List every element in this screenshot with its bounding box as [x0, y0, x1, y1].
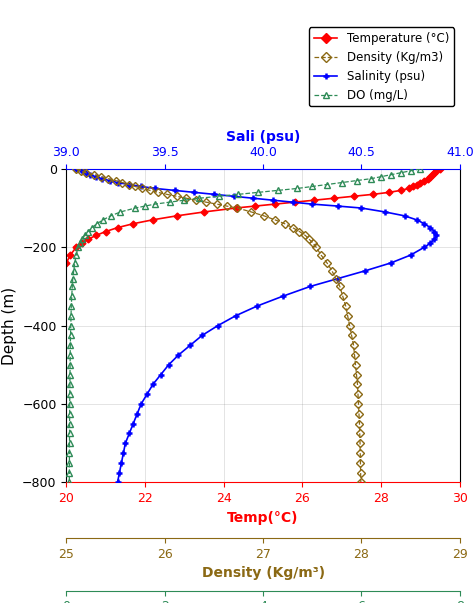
- Y-axis label: Depth (m): Depth (m): [1, 286, 17, 365]
- Legend: Temperature (°C), Density (Kg/m3), Salinity (psu), DO (mg/L): Temperature (°C), Density (Kg/m3), Salin…: [309, 27, 454, 107]
- X-axis label: Density (Kg/m³): Density (Kg/m³): [201, 566, 325, 580]
- X-axis label: Temp(°C): Temp(°C): [228, 511, 299, 525]
- X-axis label: Sali (psu): Sali (psu): [226, 130, 300, 144]
